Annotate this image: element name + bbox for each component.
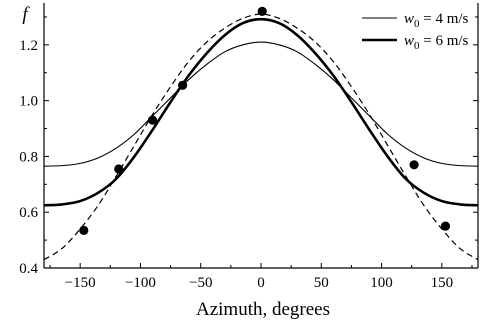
x-tick-label: 150 (431, 275, 454, 291)
legend-rest: = 4 m/s (420, 11, 469, 27)
data-point (79, 225, 89, 235)
data-point (257, 6, 267, 16)
legend-subscript: 0 (414, 18, 420, 30)
y-tick-label: 1.0 (19, 94, 38, 110)
legend-rest: = 6 m/s (420, 33, 469, 49)
data-point (409, 160, 419, 170)
x-tick-label: −50 (189, 275, 212, 291)
legend-label: w0 = 6 m/s (404, 33, 469, 52)
series-line-w0-4 (43, 41, 479, 167)
y-tick-label: 0.8 (19, 149, 38, 165)
x-tick-label: −150 (65, 275, 96, 291)
y-tick-label: 0.6 (19, 205, 38, 221)
axes: −150 −100 −50 0 50 100 150 0.4 0.6 0.8 1.0 1.2 Azimu… (19, 3, 479, 320)
data-point (440, 221, 451, 231)
legend-label: w0 = 4 m/s (404, 11, 469, 30)
series-line-dashed (43, 13, 479, 261)
legend-var: w (404, 11, 414, 27)
x-tick-label: 50 (314, 275, 329, 291)
x-tick-label: −100 (125, 275, 156, 291)
y-tick-label: 0.4 (19, 261, 38, 277)
legend-var: w (404, 33, 414, 49)
y-tick-label: 1.2 (19, 38, 38, 54)
x-tick-label: 100 (370, 275, 393, 291)
x-axis-title: Azimuth, degrees (196, 299, 330, 320)
y-axis-title: f (22, 4, 30, 25)
x-tick-label: 0 (257, 275, 265, 291)
data-point (114, 164, 124, 174)
series-line-w0-6 (43, 17, 479, 207)
data-point (178, 80, 188, 90)
series-layer (43, 6, 479, 261)
data-point (147, 115, 158, 125)
legend-subscript: 0 (414, 40, 420, 52)
legend: w0 = 4 m/sw0 = 6 m/s (362, 11, 469, 52)
